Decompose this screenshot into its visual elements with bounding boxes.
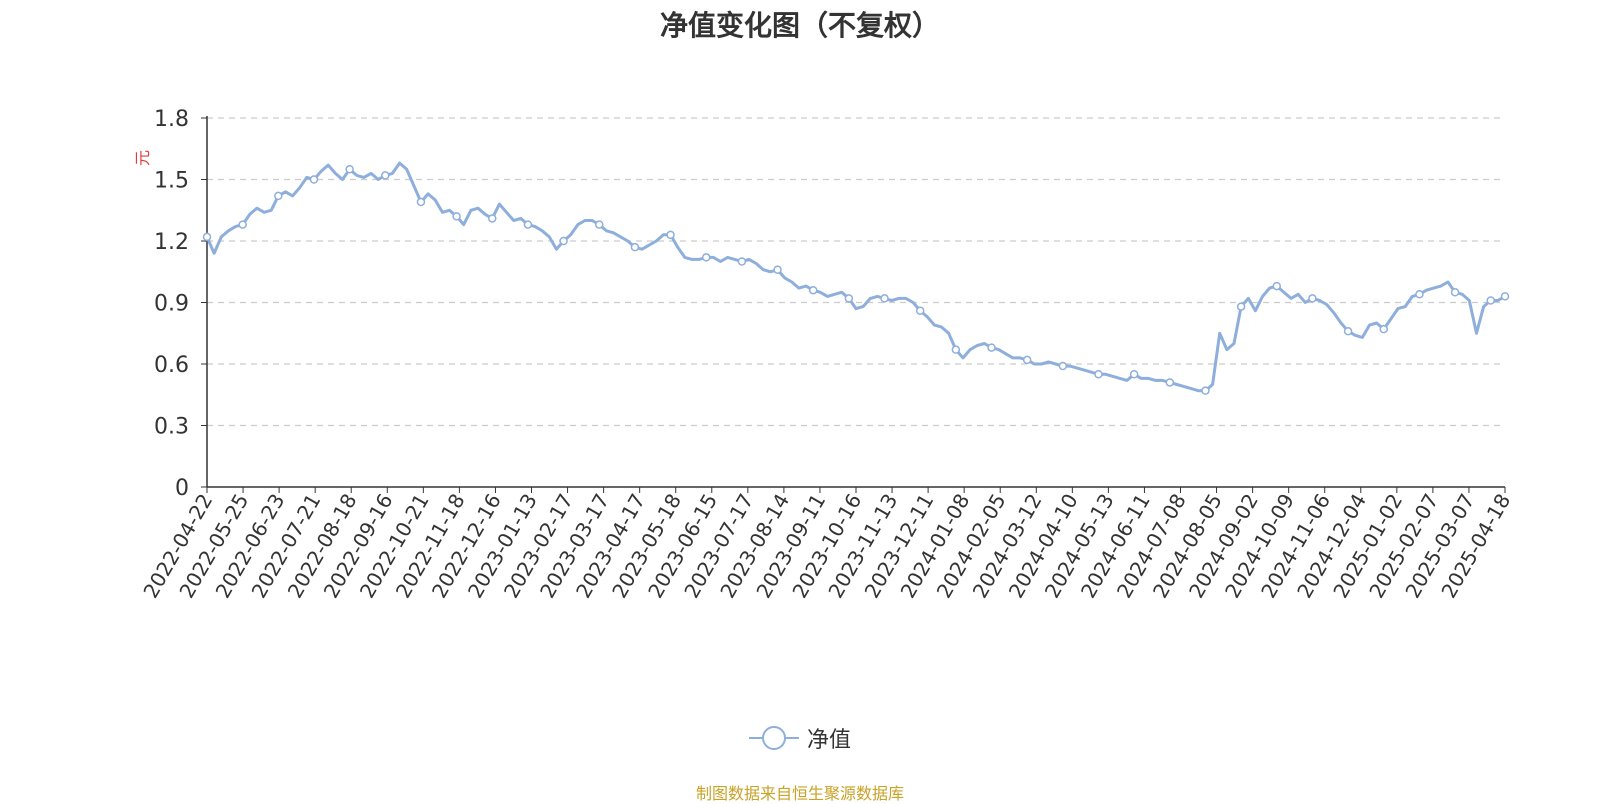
- data-point[interactable]: [1129, 370, 1139, 379]
- data-point[interactable]: [309, 175, 319, 184]
- series-line: [205, 161, 1506, 393]
- y-tick-label: 0: [175, 476, 189, 501]
- data-point[interactable]: [1058, 361, 1068, 371]
- data-point[interactable]: [915, 306, 925, 315]
- data-point[interactable]: [488, 214, 497, 223]
- data-point[interactable]: [416, 197, 426, 207]
- data-point[interactable]: [1094, 370, 1103, 379]
- legend-label: 净值: [806, 728, 851, 753]
- y-axis-label: 元: [133, 150, 152, 166]
- legend-swatch-icon: [748, 726, 799, 750]
- data-point[interactable]: [523, 220, 533, 229]
- data-point[interactable]: [595, 220, 604, 229]
- data-point[interactable]: [1500, 292, 1510, 301]
- data-point[interactable]: [880, 294, 889, 303]
- axes: [201, 116, 1506, 493]
- data-point[interactable]: [1022, 355, 1032, 365]
- data-point[interactable]: [274, 191, 283, 201]
- data-point[interactable]: [202, 232, 212, 242]
- data-point[interactable]: [737, 257, 747, 266]
- data-point[interactable]: [1415, 290, 1424, 299]
- chart-title: 净值变化图（不复权）: [659, 9, 940, 42]
- data-point[interactable]: [844, 294, 854, 303]
- y-tick-label: 0.6: [154, 353, 189, 378]
- data-point[interactable]: [1343, 326, 1353, 336]
- series-layer: [202, 161, 1510, 395]
- data-point[interactable]: [1272, 281, 1282, 291]
- y-tick-label: 0.9: [154, 292, 189, 317]
- source-note: 制图数据来自恒生聚源数据库: [695, 784, 904, 803]
- data-point[interactable]: [452, 212, 461, 221]
- data-point[interactable]: [1486, 296, 1495, 305]
- y-tick-label: 1.5: [154, 169, 189, 194]
- data-point[interactable]: [630, 242, 640, 252]
- x-tick-labels: 2022-04-222022-05-252022-06-232022-07-21…: [138, 489, 1515, 602]
- data-point[interactable]: [381, 171, 390, 180]
- legend[interactable]: 净值: [0, 722, 1600, 754]
- data-point[interactable]: [345, 165, 354, 174]
- grid-lines: [207, 117, 1505, 427]
- y-tick-label: 1.2: [154, 230, 189, 255]
- data-point[interactable]: [808, 285, 818, 295]
- y-tick-label: 1.8: [154, 107, 189, 132]
- data-point[interactable]: [1236, 302, 1246, 311]
- data-point[interactable]: [951, 345, 961, 354]
- data-point[interactable]: [666, 230, 675, 240]
- data-point[interactable]: [1308, 294, 1317, 303]
- data-point[interactable]: [559, 236, 568, 246]
- y-tick-labels: 0 0.3 0.6 0.9 1.2 1.5 1.8: [154, 107, 189, 501]
- data-point[interactable]: [1165, 378, 1175, 387]
- data-point[interactable]: [701, 253, 711, 262]
- data-point[interactable]: [987, 343, 996, 352]
- data-point[interactable]: [1450, 288, 1460, 297]
- data-point[interactable]: [773, 265, 782, 274]
- y-tick-label: 0.3: [154, 415, 189, 440]
- data-point[interactable]: [1201, 386, 1210, 395]
- data-point[interactable]: [1379, 324, 1389, 334]
- data-point[interactable]: [238, 220, 247, 229]
